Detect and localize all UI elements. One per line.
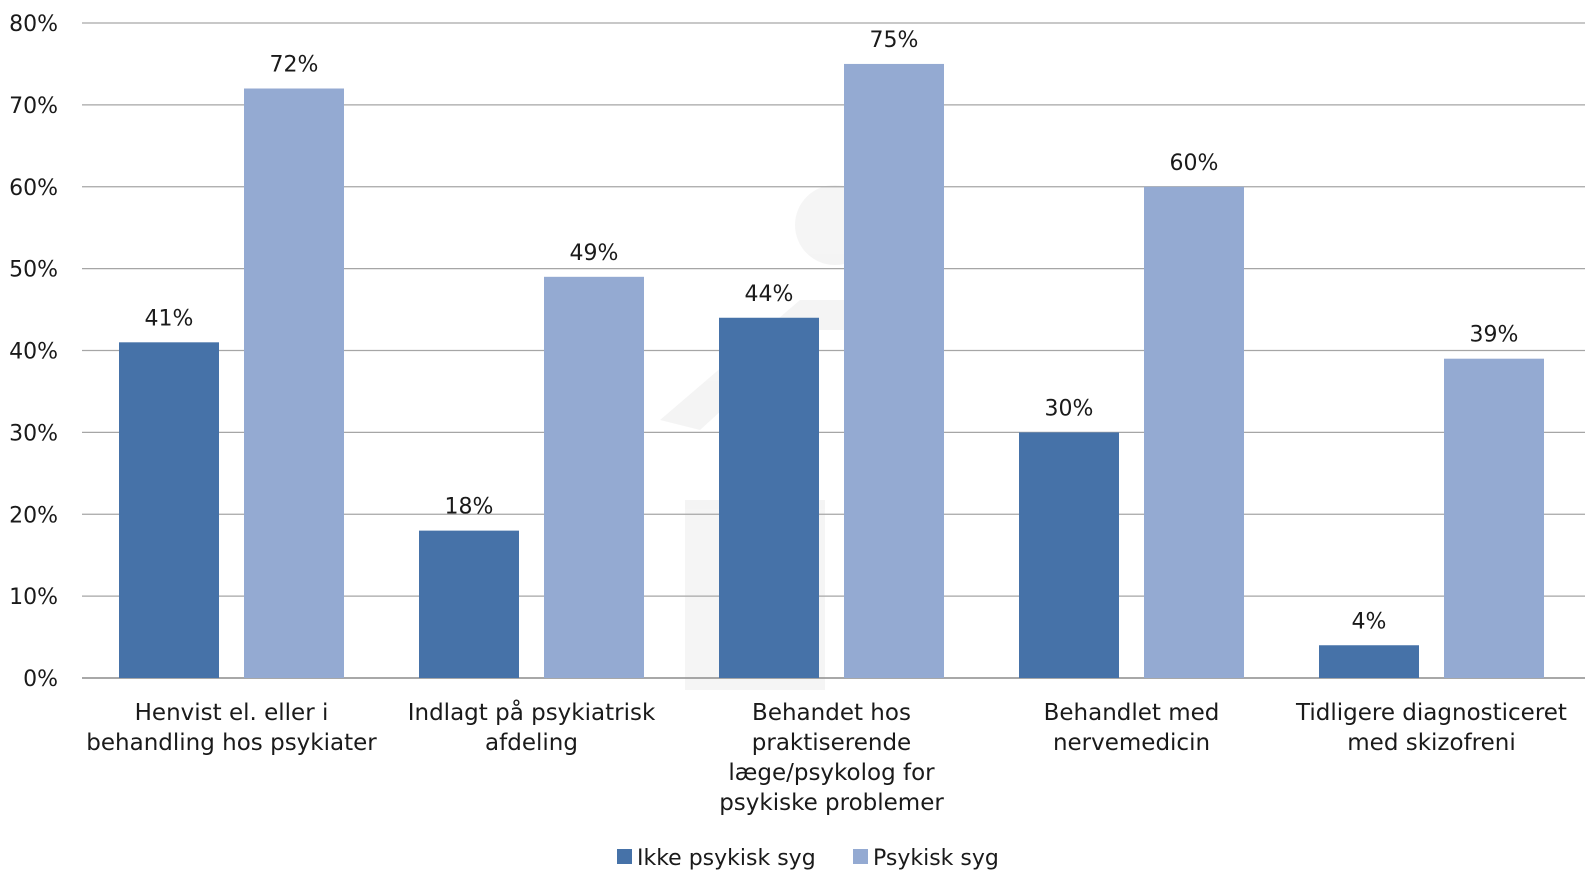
data-label: 72% bbox=[270, 53, 319, 78]
legend-swatch bbox=[853, 849, 868, 864]
x-category-label-line: behandling hos psykiater bbox=[86, 730, 377, 756]
x-category-label-line: nervemedicin bbox=[1053, 730, 1210, 756]
bar-psykisk-syg bbox=[1444, 358, 1544, 678]
y-tick-label: 30% bbox=[9, 421, 58, 446]
data-label: 30% bbox=[1045, 396, 1094, 421]
x-category-label-line: praktiserende bbox=[752, 730, 911, 756]
y-tick-label: 70% bbox=[9, 94, 58, 119]
y-tick-label: 50% bbox=[9, 258, 58, 283]
x-category-label-line: læge/psykolog for bbox=[728, 760, 935, 786]
x-category-label: Behandet hos praktiserende læge/psykolog f… bbox=[719, 700, 944, 816]
bars bbox=[119, 63, 1544, 678]
y-tick-label: 60% bbox=[9, 176, 58, 201]
bar-ikke-psykisk-syg bbox=[419, 530, 519, 678]
bar-ikke-psykisk-syg bbox=[719, 317, 819, 678]
legend-label: Psykisk syg bbox=[873, 846, 999, 871]
legend-swatch bbox=[617, 849, 632, 864]
x-category-label: Henvist el. eller i behandling hos psykia… bbox=[86, 700, 377, 756]
x-category-label: Indlagt på psykiatrisk afdeling bbox=[408, 698, 656, 756]
bar-ikke-psykisk-syg bbox=[1319, 645, 1419, 678]
x-category-label-line: Behandet hos bbox=[752, 700, 911, 726]
y-axis-tick-labels: 0% 10% 20% 30% 40% 50% 60% 70% 80% bbox=[9, 12, 58, 692]
data-label: 4% bbox=[1352, 609, 1387, 634]
data-label: 44% bbox=[745, 282, 794, 307]
bar-psykisk-syg bbox=[844, 63, 944, 678]
x-category-label-line: Henvist el. eller i bbox=[135, 700, 329, 726]
legend-label: Ikke psykisk syg bbox=[637, 846, 816, 871]
bar-psykisk-syg bbox=[1144, 186, 1244, 678]
x-category-label-line: Indlagt på psykiatrisk bbox=[408, 698, 656, 726]
y-tick-label: 20% bbox=[9, 503, 58, 528]
bar-psykisk-syg bbox=[544, 276, 644, 678]
bar-ikke-psykisk-syg bbox=[1019, 432, 1119, 678]
x-category-label-line: psykiske problemer bbox=[719, 790, 944, 816]
x-category-label-line: afdeling bbox=[485, 730, 578, 756]
y-tick-label: 10% bbox=[9, 585, 58, 610]
bar-psykisk-syg bbox=[244, 88, 344, 678]
data-label: 39% bbox=[1470, 323, 1519, 348]
y-tick-label: 0% bbox=[23, 667, 58, 692]
x-category-label-line: Tidligere diagnosticeret bbox=[1295, 700, 1567, 726]
y-tick-label: 80% bbox=[9, 12, 58, 37]
data-label: 60% bbox=[1170, 151, 1219, 176]
bar-ikke-psykisk-syg bbox=[119, 342, 219, 678]
y-tick-label: 40% bbox=[9, 340, 58, 365]
x-category-label: Tidligere diagnosticeret med skizofreni bbox=[1295, 700, 1567, 756]
data-label: 18% bbox=[445, 495, 494, 520]
data-label: 75% bbox=[870, 28, 919, 53]
legend: Ikke psykisk syg Psykisk syg bbox=[617, 846, 999, 871]
data-label: 49% bbox=[570, 241, 619, 266]
x-category-label: Behandlet med nervemedicin bbox=[1044, 700, 1220, 756]
data-labels: 41% 18% 44% 30% 4% 72% 49% 75% 60% 39% bbox=[145, 28, 1519, 634]
data-label: 41% bbox=[145, 306, 194, 331]
x-category-label-line: med skizofreni bbox=[1347, 730, 1515, 756]
x-category-label-line: Behandlet med bbox=[1044, 700, 1220, 726]
x-axis-category-labels: Henvist el. eller i behandling hos psykia… bbox=[86, 698, 1567, 816]
